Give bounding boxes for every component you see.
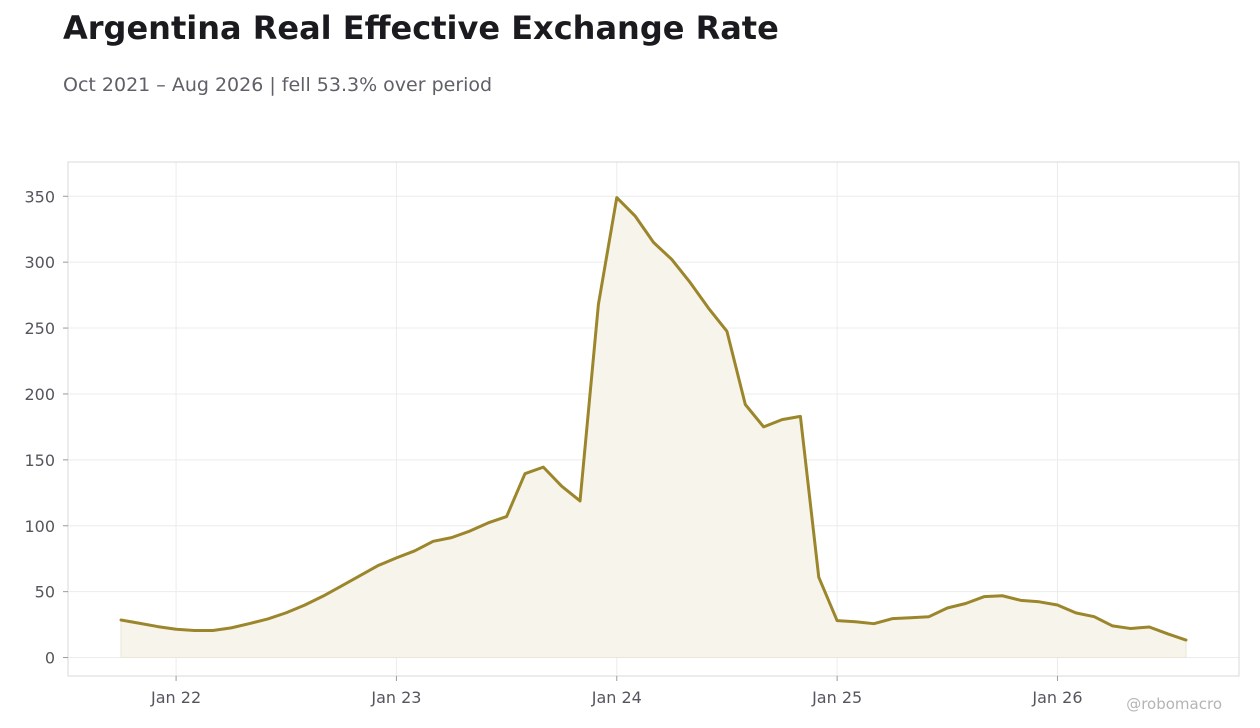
x-tick-label: Jan 22 [150, 688, 201, 707]
y-axis-ticks: 0 50 100 150 200 250 300 350 [24, 187, 68, 668]
x-tick-label: Jan 26 [1031, 688, 1082, 707]
y-tick-label: 0 [45, 649, 55, 668]
area-fill [120, 196, 1187, 659]
y-tick-label: 50 [35, 583, 55, 602]
series-line [119, 196, 1188, 642]
watermark: @robomacro [1126, 695, 1222, 713]
x-axis-ticks: Jan 22 Jan 23 Jan 24 Jan 25 Jan 26 [150, 676, 1083, 707]
y-tick-label: 200 [24, 385, 55, 404]
y-tick-label: 300 [24, 253, 55, 272]
chart-title: Argentina Real Effective Exchange Rate [63, 9, 779, 47]
chart-subtitle: Oct 2021 – Aug 2026 | fell 53.3% over pe… [63, 74, 493, 96]
y-tick-label: 150 [24, 451, 55, 470]
x-tick-label: Jan 25 [811, 688, 862, 707]
y-tick-label: 250 [24, 319, 55, 338]
y-tick-label: 350 [24, 187, 55, 206]
x-tick-label: Jan 24 [591, 688, 642, 707]
plot-frame [67, 161, 1240, 677]
y-tick-label: 100 [24, 517, 55, 536]
x-tick-label: Jan 23 [370, 688, 421, 707]
